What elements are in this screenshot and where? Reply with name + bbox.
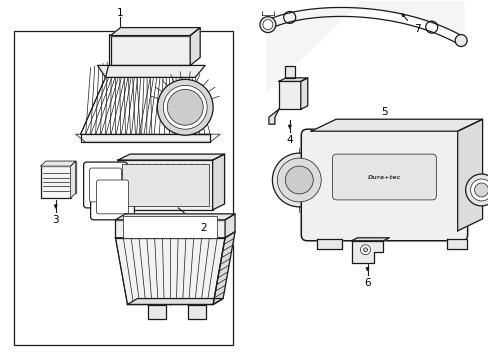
Circle shape [454, 35, 466, 46]
FancyBboxPatch shape [332, 154, 435, 200]
Polygon shape [212, 154, 224, 210]
Polygon shape [115, 214, 235, 220]
Text: 5: 5 [380, 107, 387, 117]
Text: 6: 6 [364, 278, 370, 288]
Polygon shape [457, 119, 482, 231]
Circle shape [263, 20, 272, 30]
Polygon shape [110, 28, 200, 36]
Text: 2: 2 [200, 223, 206, 233]
Polygon shape [351, 241, 383, 263]
Polygon shape [115, 238, 224, 305]
Polygon shape [118, 154, 224, 160]
Bar [14, 31, 233, 345]
Polygon shape [71, 161, 76, 198]
Bar [278, 81, 300, 109]
Polygon shape [76, 134, 220, 142]
Bar [46, 161, 76, 193]
Circle shape [469, 179, 488, 201]
FancyBboxPatch shape [90, 174, 134, 220]
Circle shape [474, 183, 488, 197]
Circle shape [167, 89, 203, 125]
Circle shape [285, 166, 313, 194]
Bar [285, 66, 294, 78]
Circle shape [260, 17, 275, 32]
Bar [110, 36, 190, 66]
Bar [81, 134, 210, 142]
Circle shape [157, 80, 213, 135]
Polygon shape [317, 239, 342, 249]
Text: 7: 7 [413, 24, 420, 33]
Circle shape [163, 85, 207, 129]
Polygon shape [268, 109, 278, 124]
Bar [122, 164, 208, 206]
Polygon shape [98, 66, 205, 77]
Text: 3: 3 [52, 215, 59, 225]
Polygon shape [190, 28, 200, 66]
Text: 1: 1 [117, 8, 123, 18]
Circle shape [360, 245, 370, 255]
Circle shape [277, 158, 321, 202]
Polygon shape [351, 238, 388, 241]
Polygon shape [278, 78, 307, 81]
Polygon shape [213, 232, 235, 305]
Bar [118, 160, 212, 210]
Polygon shape [310, 119, 482, 131]
Polygon shape [300, 78, 307, 109]
Text: Dura+tec: Dura+tec [367, 175, 400, 180]
Circle shape [363, 248, 367, 252]
Polygon shape [188, 305, 206, 319]
FancyBboxPatch shape [96, 180, 128, 214]
Polygon shape [446, 239, 466, 249]
Polygon shape [224, 214, 235, 238]
Polygon shape [41, 161, 76, 166]
Text: 4: 4 [286, 135, 292, 145]
Polygon shape [127, 298, 223, 305]
Circle shape [272, 153, 325, 207]
FancyBboxPatch shape [89, 168, 121, 202]
FancyBboxPatch shape [83, 162, 127, 208]
Bar [115, 220, 224, 238]
Bar [123, 216, 217, 238]
Bar [41, 166, 71, 198]
Circle shape [465, 174, 488, 206]
Polygon shape [148, 305, 166, 319]
FancyBboxPatch shape [301, 129, 467, 241]
